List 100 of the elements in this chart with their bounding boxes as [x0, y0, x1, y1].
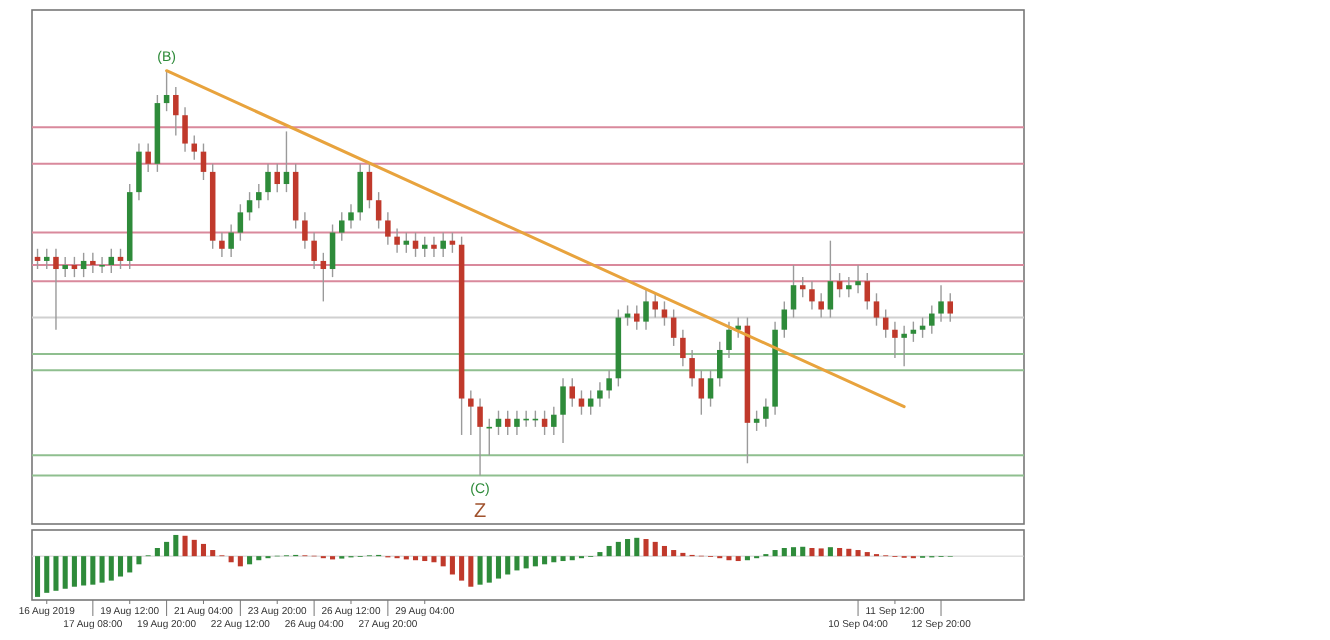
candlestick: [910, 320, 917, 343]
candlestick: [191, 134, 198, 161]
bar: [136, 556, 142, 565]
bar: [846, 548, 852, 557]
bar: [154, 548, 160, 557]
bar: [781, 548, 787, 557]
bar: [477, 556, 483, 585]
candlestick: [680, 329, 686, 367]
bar: [671, 550, 677, 557]
candlestick: [302, 211, 308, 250]
candlestick: [468, 389, 474, 436]
candlestick: [698, 369, 705, 416]
bar: [44, 556, 50, 593]
candlestick: [348, 203, 354, 230]
bar: [735, 556, 741, 562]
candlestick: [274, 163, 280, 193]
bar: [200, 543, 207, 557]
bar: [514, 556, 520, 571]
candlestick: [329, 223, 336, 278]
candlestick: [477, 397, 483, 477]
bar: [827, 547, 833, 557]
candlestick: [403, 231, 410, 254]
bar: [560, 556, 566, 562]
bar: [127, 556, 133, 573]
bar: [486, 556, 492, 583]
bar: [772, 550, 778, 557]
candlestick: [339, 211, 345, 242]
bar: [542, 556, 548, 565]
bar: [53, 556, 59, 591]
bar: [164, 541, 170, 557]
candlestick: [661, 300, 668, 327]
candlestick: [99, 256, 105, 274]
bar: [35, 556, 41, 597]
candlestick: [809, 280, 815, 311]
candlestick: [929, 304, 935, 335]
bar: [837, 548, 843, 557]
candlestick: [385, 211, 391, 246]
candlestick: [726, 320, 732, 359]
candlestick: [237, 203, 244, 242]
candlestick: [569, 377, 576, 408]
candlestick: [256, 183, 262, 210]
bar: [228, 556, 234, 563]
bar: [495, 556, 502, 579]
candlestick: [634, 304, 640, 331]
bar: [182, 535, 188, 557]
candlestick: [228, 223, 234, 258]
bar: [634, 537, 640, 557]
bar: [459, 556, 465, 581]
candlestick: [624, 304, 631, 327]
bar: [81, 556, 87, 586]
candlestick: [71, 256, 78, 278]
bar: [800, 546, 806, 557]
bar: [505, 556, 511, 575]
candlestick: [901, 324, 907, 367]
bar: [809, 548, 815, 557]
bar: [818, 548, 824, 557]
bar: [108, 556, 114, 581]
bar: [652, 541, 658, 557]
annotation: Z: [473, 501, 487, 524]
bar: [71, 556, 77, 587]
candlestick: [246, 191, 253, 222]
candlestick: [34, 248, 41, 270]
bar: [247, 556, 253, 565]
candlestick: [53, 248, 59, 331]
candlestick: [431, 235, 437, 258]
bar: [468, 556, 474, 587]
candlestick: [440, 231, 446, 258]
bar: [532, 556, 538, 567]
candlestick: [763, 397, 769, 428]
bar: [99, 556, 105, 583]
bar: [625, 539, 631, 557]
candlestick: [818, 292, 824, 319]
candlestick: [117, 248, 124, 270]
bar: [62, 556, 68, 589]
candlestick: [182, 106, 188, 153]
bar: [440, 556, 446, 567]
candlestick: [606, 369, 612, 400]
bar: [606, 545, 612, 557]
bar: [237, 556, 243, 567]
candlestick: [919, 316, 926, 339]
bar: [643, 539, 649, 557]
candlestick: [873, 292, 880, 327]
candlestick: [136, 142, 142, 201]
bar: [173, 534, 179, 557]
bar: [855, 550, 861, 557]
candlestick: [799, 276, 806, 299]
bar: [422, 556, 428, 562]
candlestick: [311, 231, 317, 270]
bar: [449, 556, 455, 575]
candlestick: [735, 316, 741, 339]
candlestick: [551, 405, 557, 436]
candlestick: [357, 163, 363, 222]
candlestick: [219, 231, 225, 258]
candlestick: [938, 284, 944, 323]
candlestick: [689, 349, 695, 388]
candlestick: [781, 300, 788, 339]
bar: [210, 550, 216, 557]
candlestick: [753, 409, 760, 432]
bar: [551, 556, 557, 563]
bar: [661, 545, 667, 557]
